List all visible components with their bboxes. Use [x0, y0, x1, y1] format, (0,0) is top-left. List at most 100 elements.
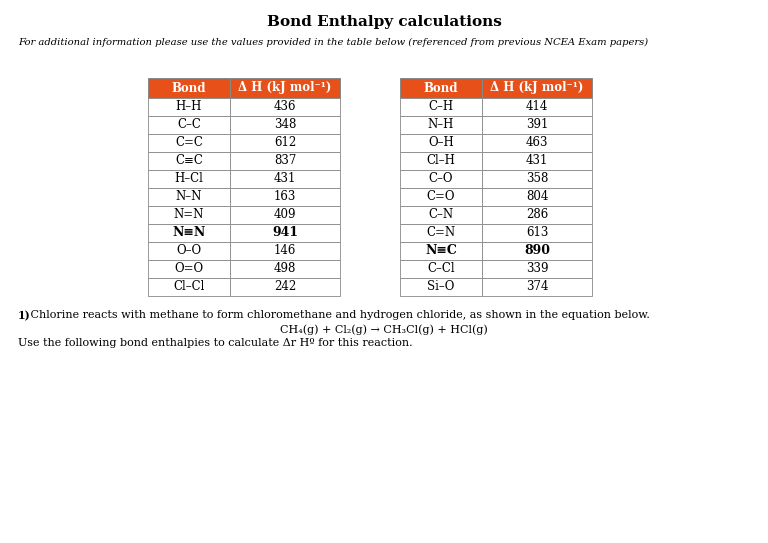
Text: N–N: N–N: [176, 191, 202, 204]
Text: 339: 339: [526, 262, 548, 275]
Bar: [148, 134, 230, 152]
Bar: [230, 278, 340, 296]
Text: Si–O: Si–O: [427, 281, 455, 294]
Text: C=N: C=N: [426, 226, 455, 239]
Text: 409: 409: [273, 209, 296, 222]
Text: N–H: N–H: [428, 118, 454, 131]
Text: Δ H (kJ mol⁻¹): Δ H (kJ mol⁻¹): [238, 81, 332, 94]
Text: 941: 941: [272, 226, 298, 239]
Bar: [230, 170, 340, 188]
Bar: [148, 224, 230, 242]
Text: 348: 348: [274, 118, 296, 131]
Bar: [400, 134, 482, 152]
Bar: [400, 224, 482, 242]
Text: 612: 612: [274, 136, 296, 149]
Text: C–N: C–N: [429, 209, 454, 222]
Bar: [230, 152, 340, 170]
Bar: [230, 116, 340, 134]
Text: 286: 286: [526, 209, 548, 222]
Text: C≡C: C≡C: [175, 155, 203, 167]
Bar: [148, 206, 230, 224]
Text: Chlorine reacts with methane to form chloromethane and hydrogen chloride, as sho: Chlorine reacts with methane to form chl…: [27, 310, 650, 320]
Bar: [482, 98, 592, 116]
Text: 146: 146: [274, 244, 296, 257]
Bar: [400, 242, 482, 260]
Text: Cl–Cl: Cl–Cl: [174, 281, 205, 294]
Text: Bond: Bond: [172, 81, 207, 94]
Text: 414: 414: [526, 100, 548, 113]
Bar: [482, 224, 592, 242]
Text: H–Cl: H–Cl: [174, 173, 204, 186]
Bar: [230, 260, 340, 278]
Text: 391: 391: [526, 118, 548, 131]
Bar: [148, 188, 230, 206]
Bar: [482, 116, 592, 134]
Text: Bond: Bond: [424, 81, 458, 94]
Text: 1): 1): [18, 310, 31, 321]
Bar: [482, 170, 592, 188]
Text: 374: 374: [526, 281, 548, 294]
Text: 163: 163: [274, 191, 296, 204]
Bar: [230, 78, 340, 98]
Bar: [482, 260, 592, 278]
Bar: [482, 134, 592, 152]
Bar: [148, 116, 230, 134]
Text: C–H: C–H: [429, 100, 454, 113]
Bar: [148, 242, 230, 260]
Text: 498: 498: [274, 262, 296, 275]
Text: 431: 431: [526, 155, 548, 167]
Bar: [230, 242, 340, 260]
Bar: [482, 206, 592, 224]
Bar: [230, 224, 340, 242]
Bar: [400, 278, 482, 296]
Text: O–O: O–O: [177, 244, 201, 257]
Bar: [148, 98, 230, 116]
Bar: [482, 152, 592, 170]
Bar: [148, 278, 230, 296]
Bar: [482, 188, 592, 206]
Text: For additional information please use the values provided in the table below (re: For additional information please use th…: [18, 37, 648, 47]
Text: Cl–H: Cl–H: [426, 155, 455, 167]
Bar: [400, 152, 482, 170]
Text: Δ H (kJ mol⁻¹): Δ H (kJ mol⁻¹): [490, 81, 584, 94]
Text: 837: 837: [274, 155, 296, 167]
Text: N=N: N=N: [174, 209, 204, 222]
Bar: [400, 98, 482, 116]
Bar: [400, 116, 482, 134]
Bar: [230, 134, 340, 152]
Text: C–O: C–O: [429, 173, 453, 186]
Text: O–H: O–H: [428, 136, 454, 149]
Text: H–H: H–H: [176, 100, 202, 113]
Text: CH₄(g) + Cl₂(g) → CH₃Cl(g) + HCl(g): CH₄(g) + Cl₂(g) → CH₃Cl(g) + HCl(g): [280, 324, 488, 334]
Bar: [400, 206, 482, 224]
Text: O=O: O=O: [174, 262, 204, 275]
Text: C=O: C=O: [427, 191, 455, 204]
Text: Bond Enthalpy calculations: Bond Enthalpy calculations: [266, 15, 502, 29]
Text: 890: 890: [524, 244, 550, 257]
Bar: [230, 188, 340, 206]
Bar: [482, 242, 592, 260]
Bar: [148, 170, 230, 188]
Text: 242: 242: [274, 281, 296, 294]
Text: Use the following bond enthalpies to calculate Δr Hº for this reaction.: Use the following bond enthalpies to cal…: [18, 338, 412, 348]
Text: 613: 613: [526, 226, 548, 239]
Bar: [148, 260, 230, 278]
Bar: [400, 78, 482, 98]
Text: 463: 463: [526, 136, 548, 149]
Bar: [400, 260, 482, 278]
Bar: [148, 78, 230, 98]
Text: 431: 431: [274, 173, 296, 186]
Bar: [148, 152, 230, 170]
Bar: [400, 188, 482, 206]
Text: C–Cl: C–Cl: [427, 262, 455, 275]
Bar: [482, 278, 592, 296]
Bar: [400, 170, 482, 188]
Text: 358: 358: [526, 173, 548, 186]
Text: C–C: C–C: [177, 118, 201, 131]
Text: N≡N: N≡N: [172, 226, 206, 239]
Text: 804: 804: [526, 191, 548, 204]
Bar: [230, 98, 340, 116]
Bar: [482, 78, 592, 98]
Bar: [230, 206, 340, 224]
Text: N≡C: N≡C: [425, 244, 457, 257]
